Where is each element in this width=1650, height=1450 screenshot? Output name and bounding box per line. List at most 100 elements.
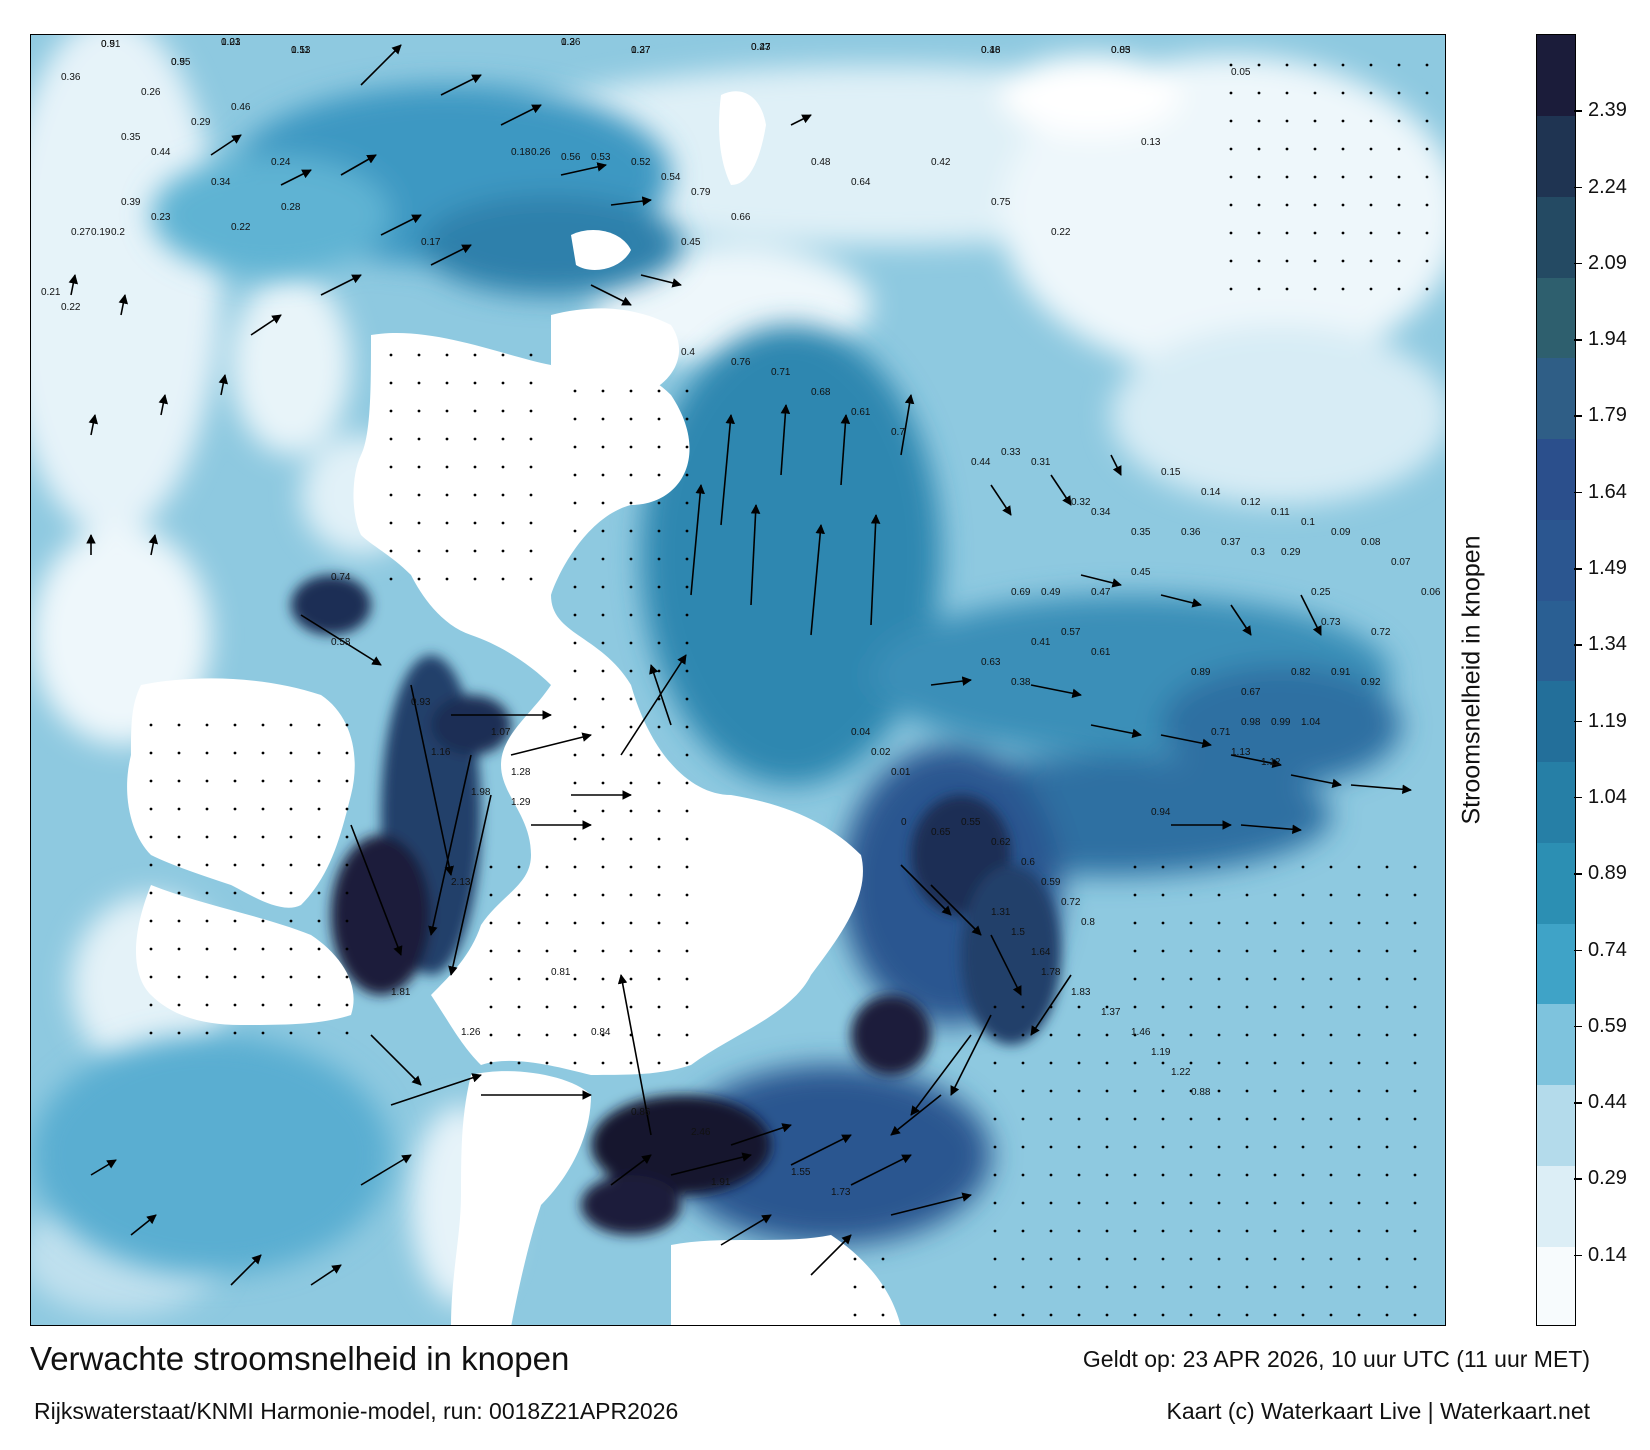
grid-dot <box>1021 1145 1025 1149</box>
colorbar-tick-mark <box>1574 339 1582 341</box>
grid-dot <box>517 1033 521 1037</box>
grid-dot <box>1273 1061 1277 1065</box>
grid-dot <box>261 1031 265 1035</box>
grid-dot <box>573 977 577 981</box>
grid-dot <box>317 1003 321 1007</box>
speed-label: 0.74 <box>331 572 351 583</box>
colorbar-segment <box>1537 277 1575 359</box>
grid-dot <box>233 947 237 951</box>
grid-dot <box>685 837 689 841</box>
grid-dot <box>473 493 477 497</box>
grid-dot <box>1105 1173 1109 1177</box>
grid-dot <box>685 529 689 533</box>
grid-dot <box>685 389 689 393</box>
grid-dot <box>993 1089 997 1093</box>
speed-label: 0.32 <box>1071 497 1091 508</box>
grid-dot <box>1021 1061 1025 1065</box>
grid-dot <box>1301 1145 1305 1149</box>
grid-dot <box>1189 865 1193 869</box>
grid-dot <box>1329 1173 1333 1177</box>
grid-dot <box>1021 1313 1025 1317</box>
grid-dot <box>289 723 293 727</box>
grid-dot <box>685 613 689 617</box>
speed-label: 0.43 <box>751 42 771 53</box>
grid-dot <box>501 381 505 385</box>
grid-dot <box>1021 1005 1025 1009</box>
grid-dot <box>445 437 449 441</box>
speed-label: 1.64 <box>1031 947 1051 958</box>
grid-dot <box>501 493 505 497</box>
grid-dot <box>1357 1173 1361 1177</box>
speed-label: 0.54 <box>661 172 681 183</box>
colorbar-tick-label: 1.04 <box>1588 785 1627 808</box>
grid-dot <box>501 353 505 357</box>
speed-label: 0.36 <box>61 72 81 83</box>
grid-dot <box>1229 287 1233 291</box>
grid-dot <box>545 865 549 869</box>
grid-dot <box>1105 1061 1109 1065</box>
grid-dot <box>1413 1117 1417 1121</box>
grid-dot <box>1329 1229 1333 1233</box>
land-layer <box>127 91 901 1325</box>
speed-label: 0.66 <box>731 212 751 223</box>
grid-dot <box>1049 1117 1053 1121</box>
speed-labels: 0.51 0.5 0.23 0.53 0.36 0.37 0.27 0.16 0.03 0.36 0… <box>41 37 1441 1198</box>
speed-label: 1.91 <box>711 1177 731 1188</box>
grid-dot <box>1257 147 1261 151</box>
grid-dot <box>881 1257 885 1261</box>
grid-dot <box>317 751 321 755</box>
grid-dot <box>1049 1257 1053 1261</box>
grid-dot <box>1217 921 1221 925</box>
grid-dot <box>657 1061 661 1065</box>
grid-dot <box>1397 91 1401 95</box>
grid-dot <box>993 1145 997 1149</box>
grid-dot <box>601 557 605 561</box>
grid-dot <box>233 751 237 755</box>
colorbar-segment <box>1537 1084 1575 1166</box>
grid-dot <box>1161 949 1165 953</box>
grid-dot <box>233 807 237 811</box>
speed-label: 0.99 <box>1271 717 1291 728</box>
grid-dot <box>1285 203 1289 207</box>
current-speed-map[interactable]: 0.51 0.5 0.23 0.53 0.36 0.37 0.27 0.16 0.03 0.36 0… <box>30 34 1446 1326</box>
grid-dot <box>1273 1173 1277 1177</box>
colorbar-tick-mark <box>1574 1102 1582 1104</box>
speed-label: 1.31 <box>991 907 1011 918</box>
grid-dot <box>601 445 605 449</box>
speed-label: 0.44 <box>151 147 171 158</box>
grid-dot <box>993 1313 997 1317</box>
grid-dot <box>205 807 209 811</box>
grid-dot <box>629 865 633 869</box>
grid-dot <box>1133 1117 1137 1121</box>
grid-dot <box>993 1173 997 1177</box>
grid-dot <box>261 751 265 755</box>
speed-label: 0.28 <box>281 202 301 213</box>
grid-dot <box>529 493 533 497</box>
grid-dot <box>1313 175 1317 179</box>
grid-dot <box>1285 91 1289 95</box>
grid-dot <box>1049 1089 1053 1093</box>
grid-dot <box>1285 259 1289 263</box>
colorbar-segment <box>1537 358 1575 439</box>
grid-dot <box>573 557 577 561</box>
grid-dot <box>1285 231 1289 235</box>
grid-dot <box>993 1285 997 1289</box>
grid-dot <box>345 1031 349 1035</box>
speed-label: 1.37 <box>1101 1007 1121 1018</box>
colorbar-segment <box>1537 923 1575 1005</box>
grid-dot <box>1229 259 1233 263</box>
grid-dot <box>317 779 321 783</box>
grid-dot <box>1229 175 1233 179</box>
speed-label: 0.51 <box>101 39 121 50</box>
grid-dot <box>545 1005 549 1009</box>
colorbar-tick-label: 2.24 <box>1588 175 1627 198</box>
colorbar-tick-mark <box>1574 491 1582 494</box>
grid-dot <box>657 585 661 589</box>
grid-dot <box>601 417 605 421</box>
grid-dot <box>657 865 661 869</box>
speed-label: 0.89 <box>1191 667 1211 678</box>
speed-label: 0.18 <box>511 147 531 158</box>
grid-dot <box>1021 1033 1025 1037</box>
speed-label: 0.58 <box>331 637 351 648</box>
grid-dot <box>1425 147 1429 151</box>
